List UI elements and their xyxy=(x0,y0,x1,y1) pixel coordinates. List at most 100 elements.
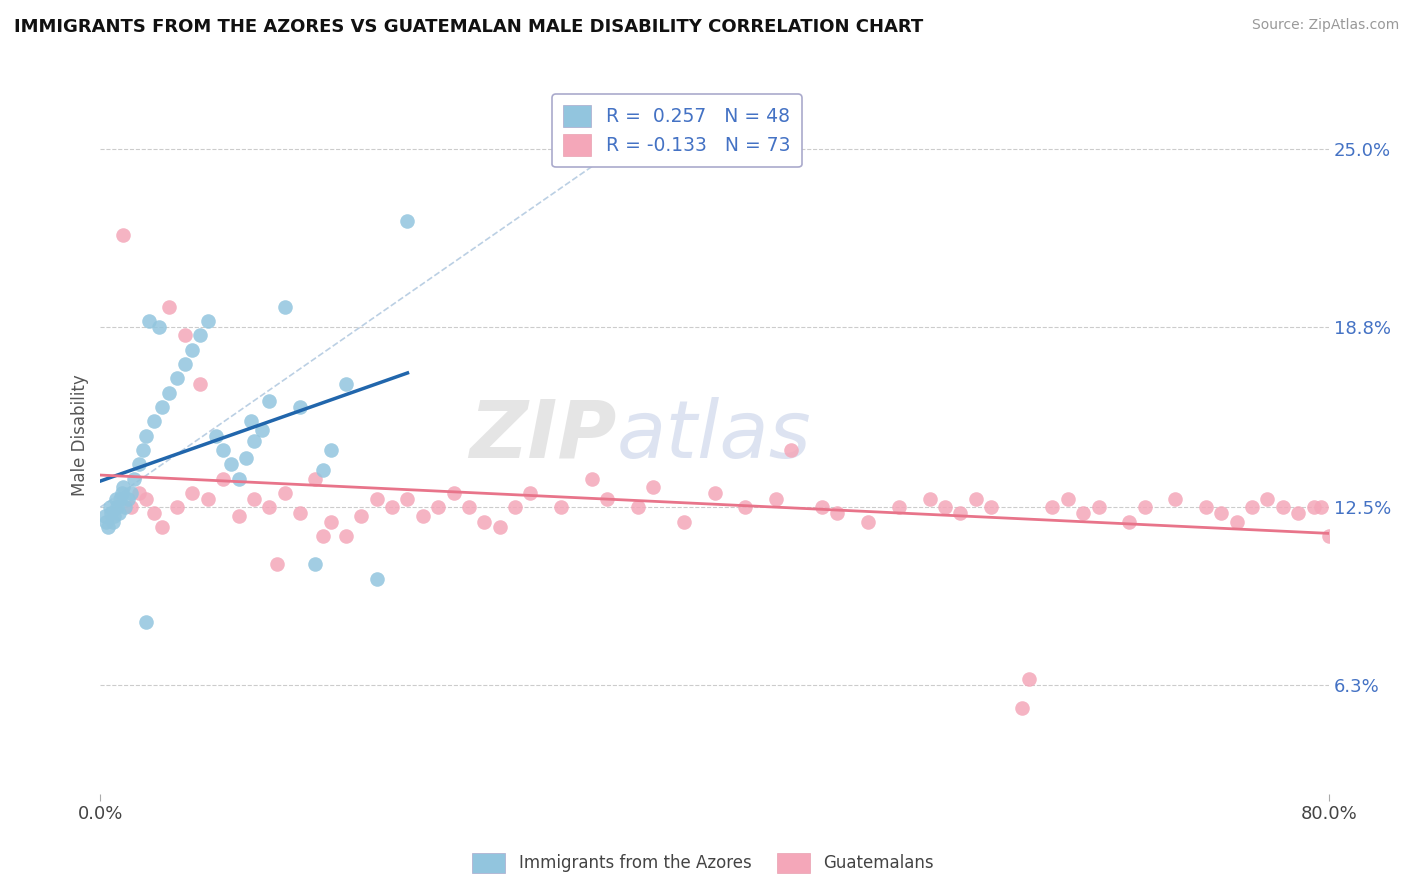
Point xyxy=(366,572,388,586)
Text: ZIP: ZIP xyxy=(470,397,616,475)
Y-axis label: Male Disability: Male Disability xyxy=(72,375,89,497)
Point xyxy=(132,442,155,457)
Point xyxy=(1317,529,1340,543)
Point xyxy=(472,515,495,529)
Point xyxy=(122,471,145,485)
Point xyxy=(219,457,242,471)
Text: Source: ZipAtlas.com: Source: ZipAtlas.com xyxy=(1251,18,1399,32)
Point xyxy=(1071,506,1094,520)
Point xyxy=(703,486,725,500)
Point xyxy=(143,414,166,428)
Text: atlas: atlas xyxy=(616,397,811,475)
Point xyxy=(550,500,572,515)
Legend: Immigrants from the Azores, Guatemalans: Immigrants from the Azores, Guatemalans xyxy=(465,847,941,880)
Point xyxy=(312,529,335,543)
Point xyxy=(1286,506,1309,520)
Point xyxy=(596,491,619,506)
Point xyxy=(135,491,157,506)
Point xyxy=(319,442,342,457)
Point xyxy=(503,500,526,515)
Legend: R =  0.257   N = 48, R = -0.133   N = 73: R = 0.257 N = 48, R = -0.133 N = 73 xyxy=(553,94,803,168)
Point xyxy=(488,520,510,534)
Point xyxy=(1256,491,1278,506)
Point xyxy=(627,500,650,515)
Point xyxy=(335,529,357,543)
Point xyxy=(1042,500,1064,515)
Point xyxy=(934,500,956,515)
Point xyxy=(120,486,142,500)
Point xyxy=(105,500,128,515)
Point xyxy=(381,500,404,515)
Point xyxy=(239,414,262,428)
Point xyxy=(350,508,373,523)
Point xyxy=(259,394,281,409)
Point xyxy=(266,558,288,572)
Point xyxy=(112,480,135,494)
Point xyxy=(458,500,481,515)
Text: IMMIGRANTS FROM THE AZORES VS GUATEMALAN MALE DISABILITY CORRELATION CHART: IMMIGRANTS FROM THE AZORES VS GUATEMALAN… xyxy=(14,18,924,36)
Point xyxy=(173,357,195,371)
Point xyxy=(887,500,910,515)
Point xyxy=(273,486,295,500)
Point xyxy=(780,442,803,457)
Point xyxy=(107,506,129,520)
Point xyxy=(396,491,419,506)
Point xyxy=(138,314,160,328)
Point xyxy=(150,400,173,414)
Point xyxy=(734,500,756,515)
Point xyxy=(1164,491,1187,506)
Point xyxy=(243,434,266,449)
Point xyxy=(811,500,834,515)
Point xyxy=(1118,515,1140,529)
Point xyxy=(100,506,122,520)
Point xyxy=(212,442,235,457)
Point xyxy=(965,491,987,506)
Point xyxy=(1271,500,1294,515)
Point xyxy=(181,486,204,500)
Point xyxy=(335,376,357,391)
Point xyxy=(581,471,603,485)
Point xyxy=(188,376,211,391)
Point xyxy=(128,457,150,471)
Point xyxy=(765,491,787,506)
Point xyxy=(1310,500,1333,515)
Point xyxy=(273,300,295,314)
Point xyxy=(319,515,342,529)
Point xyxy=(856,515,879,529)
Point xyxy=(643,480,665,494)
Point xyxy=(288,400,311,414)
Point xyxy=(396,213,419,227)
Point xyxy=(1018,672,1040,686)
Point xyxy=(120,500,142,515)
Point xyxy=(228,508,250,523)
Point xyxy=(1087,500,1109,515)
Point xyxy=(112,227,135,242)
Point xyxy=(104,491,127,506)
Point xyxy=(159,300,181,314)
Point xyxy=(166,371,188,385)
Point xyxy=(143,506,166,520)
Point xyxy=(980,500,1002,515)
Point xyxy=(166,500,188,515)
Point xyxy=(110,491,132,506)
Point xyxy=(98,500,121,515)
Point xyxy=(148,319,170,334)
Point xyxy=(412,508,434,523)
Point xyxy=(259,500,281,515)
Point xyxy=(197,491,219,506)
Point xyxy=(117,491,139,506)
Point xyxy=(94,508,117,523)
Point xyxy=(114,500,136,515)
Point xyxy=(135,615,157,629)
Point xyxy=(1241,500,1264,515)
Point xyxy=(235,451,257,466)
Point xyxy=(366,491,388,506)
Point xyxy=(228,471,250,485)
Point xyxy=(949,506,972,520)
Point xyxy=(243,491,266,506)
Point xyxy=(304,471,326,485)
Point xyxy=(827,506,849,520)
Point xyxy=(173,328,195,343)
Point xyxy=(427,500,450,515)
Point xyxy=(188,328,211,343)
